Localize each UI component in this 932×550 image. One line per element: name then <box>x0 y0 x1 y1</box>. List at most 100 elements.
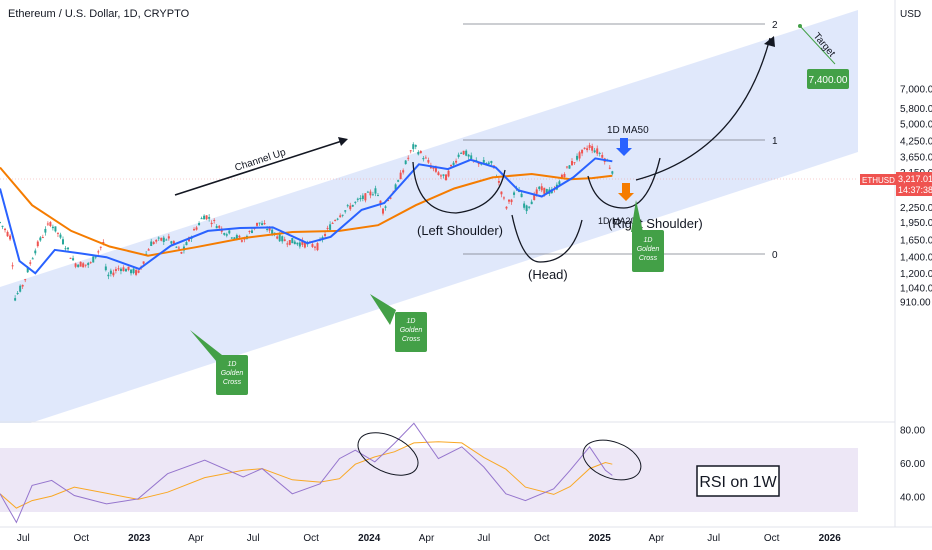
candle <box>92 256 95 263</box>
candle <box>351 204 354 207</box>
candle <box>422 158 425 160</box>
candle <box>480 163 483 165</box>
candle <box>487 162 490 164</box>
rsi-ma-line <box>0 441 613 509</box>
candle <box>384 206 387 208</box>
candle <box>19 285 22 292</box>
last-price-tag <box>896 172 932 196</box>
ma50-pointer-arrow <box>616 138 632 156</box>
symbol-tag <box>860 174 896 185</box>
candle <box>364 193 367 201</box>
time-tick-label: 2025 <box>589 533 612 544</box>
time-tick-label: Apr <box>649 533 665 544</box>
candle <box>576 155 579 160</box>
candle <box>412 144 415 149</box>
candle <box>445 174 448 181</box>
candle <box>132 268 135 274</box>
ma50-label: 1D MA50 <box>607 125 649 136</box>
golden-cross-1-text-2: Golden <box>221 370 244 377</box>
candle <box>397 180 400 182</box>
candle <box>543 187 546 194</box>
golden-cross-2-badge <box>395 312 427 352</box>
candle <box>427 160 430 163</box>
candle <box>281 236 284 242</box>
ma50-line <box>0 157 613 275</box>
candle <box>137 270 140 273</box>
candle <box>167 236 170 239</box>
countdown-text: 14:37:38 <box>898 185 932 195</box>
candle <box>583 147 586 149</box>
candle <box>26 267 29 273</box>
candle <box>114 269 117 272</box>
candle <box>276 236 279 239</box>
candle <box>172 241 175 244</box>
candle <box>404 160 407 165</box>
candle <box>434 168 437 172</box>
candle <box>565 166 568 168</box>
candle <box>49 222 52 227</box>
time-tick-label: Oct <box>534 533 550 544</box>
candle <box>437 172 440 176</box>
candle <box>109 270 112 274</box>
candle <box>31 258 34 260</box>
candle <box>601 155 604 158</box>
rsi-tick-label: 60.00 <box>900 459 925 470</box>
candle <box>195 227 198 230</box>
fib-level-0-label: 0 <box>772 250 778 261</box>
candle <box>238 235 241 238</box>
candle <box>424 157 427 159</box>
candle <box>150 241 153 246</box>
target-value-text: 7,400.00 <box>809 75 848 86</box>
candle <box>46 223 49 225</box>
candle <box>215 226 218 229</box>
candle <box>578 152 581 159</box>
candle <box>16 293 19 295</box>
golden-cross-2-text-1: 1D <box>407 318 416 325</box>
candle <box>87 262 90 266</box>
candle <box>346 205 349 207</box>
candle <box>263 223 266 225</box>
candle <box>218 225 221 228</box>
channel-up-band <box>0 10 858 433</box>
candle <box>208 217 211 219</box>
price-axis[interactable] <box>895 0 932 550</box>
candle <box>39 237 42 241</box>
candle <box>155 239 158 242</box>
candle <box>288 240 291 245</box>
time-axis[interactable] <box>0 527 932 550</box>
rsi-tick-label: 40.00 <box>900 493 925 504</box>
candle <box>97 251 100 253</box>
candle <box>303 242 306 248</box>
candle <box>293 241 296 245</box>
candle <box>142 261 145 264</box>
price-tick-label: 2,250.00 <box>900 203 932 214</box>
candle <box>402 170 405 173</box>
candle <box>157 237 160 239</box>
candle <box>180 251 183 254</box>
candle <box>540 186 543 191</box>
candle <box>591 146 594 151</box>
candle <box>51 226 54 229</box>
price-tick-label: 7,000.00 <box>900 84 932 95</box>
candle <box>334 220 337 222</box>
candle <box>165 239 168 241</box>
candle <box>205 215 208 220</box>
candle <box>344 210 347 212</box>
time-tick-label: Jul <box>17 533 30 544</box>
candle <box>568 165 571 169</box>
rsi-line <box>0 422 613 524</box>
candle <box>84 264 87 266</box>
candle <box>61 239 64 245</box>
projection-arrowhead <box>764 36 775 47</box>
candle <box>99 246 102 248</box>
candle <box>102 242 105 244</box>
candle <box>379 200 382 205</box>
candle <box>74 263 77 267</box>
time-tick-label: Jul <box>707 533 720 544</box>
candle <box>72 258 75 261</box>
candle <box>533 193 536 200</box>
candle <box>354 201 357 203</box>
golden-cross-1-text-3: Cross <box>223 379 242 386</box>
candle <box>69 257 72 259</box>
